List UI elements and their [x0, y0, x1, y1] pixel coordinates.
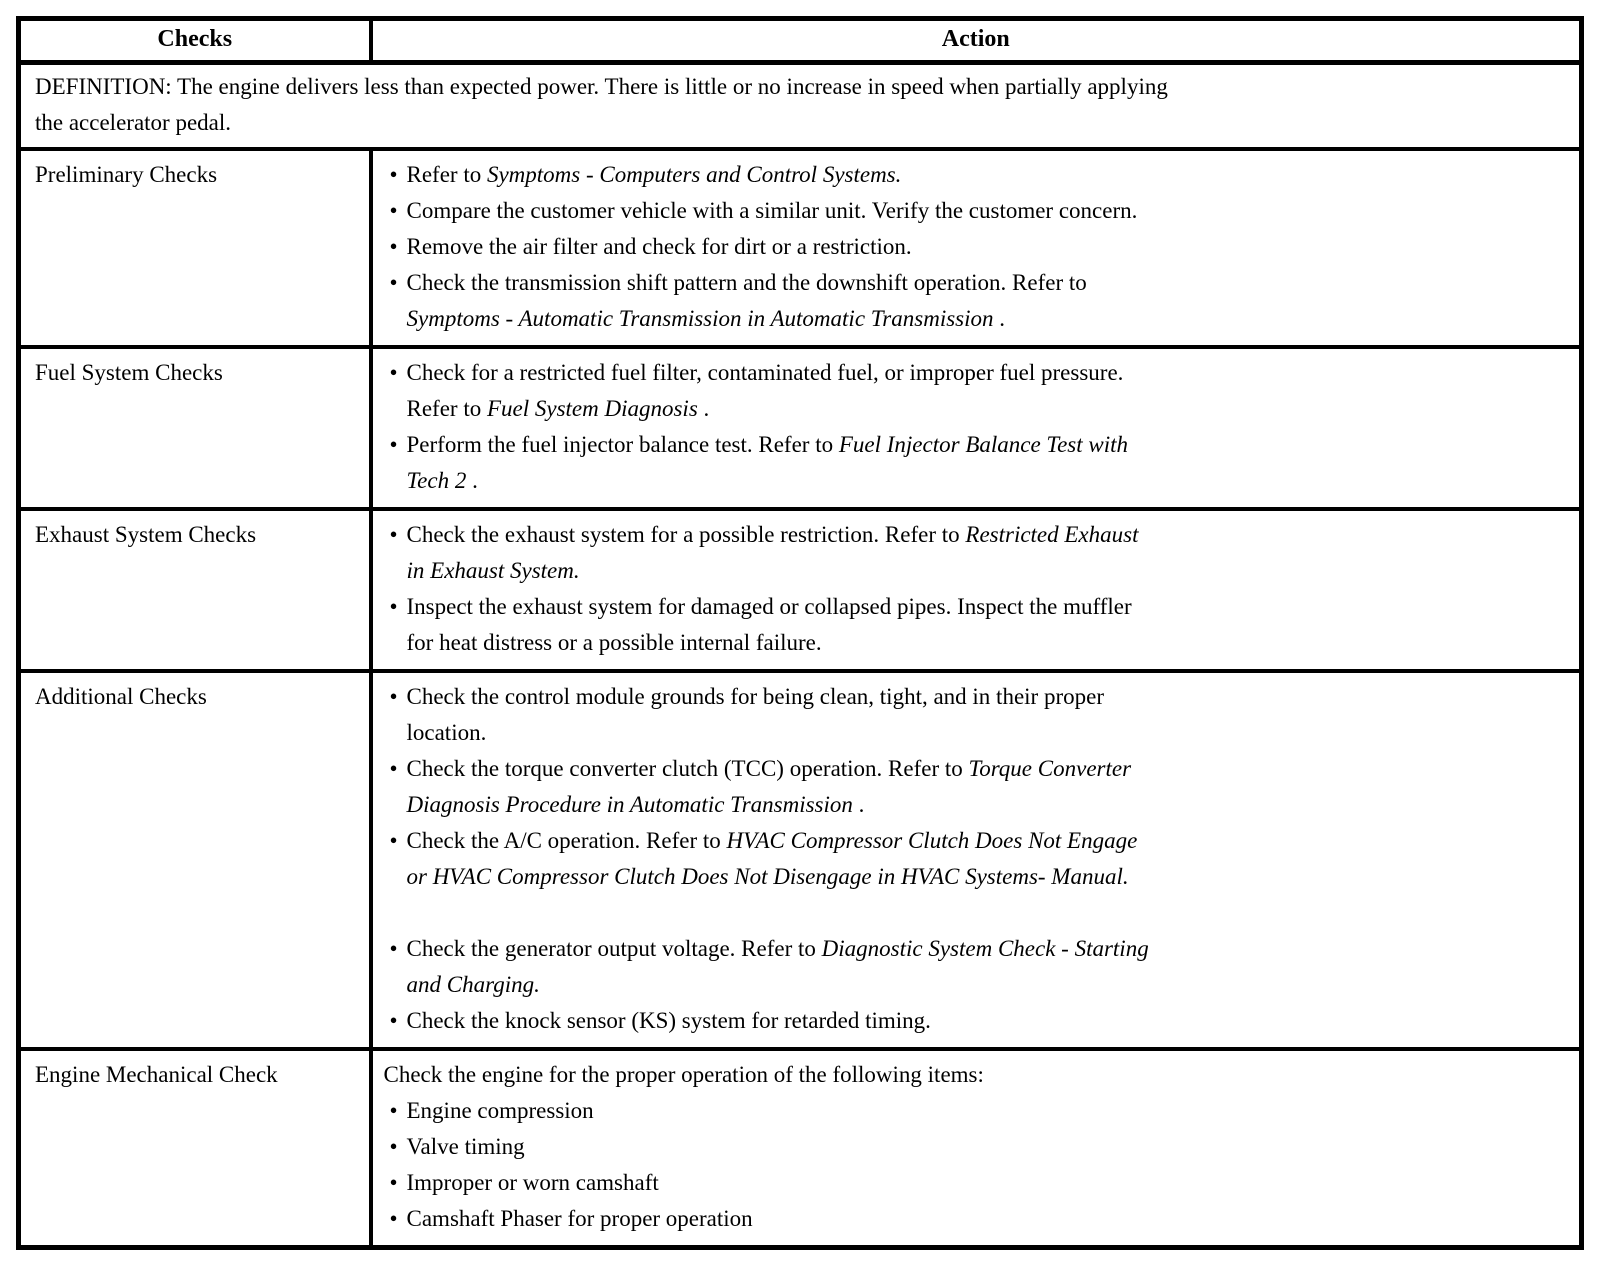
action-item: Refer to Symptoms - Computers and Contro… — [390, 157, 1568, 193]
text-segment: Check for a restricted fuel filter, cont… — [406, 360, 1124, 385]
action-item: Engine compression — [390, 1093, 1568, 1129]
action-list: Engine compression Valve timing Improper o… — [375, 1093, 1568, 1237]
action-column-header: Action — [368, 16, 1584, 65]
text-segment: Check the control module grounds for bei… — [406, 684, 1104, 709]
italic-text-segment: Tech 2 — [406, 468, 467, 493]
table-row: Exhaust System Checks Check the exhaust s… — [16, 507, 1584, 673]
text-segment: . — [993, 306, 1005, 331]
action-item: Valve timing — [390, 1129, 1568, 1165]
action-item: Check the A/C operation. Refer to HVAC C… — [390, 823, 1568, 895]
text-segment: . — [697, 396, 710, 421]
italic-text-segment: Torque Converter — [968, 756, 1132, 781]
action-item: Check the torque converter clutch (TCC) … — [390, 751, 1568, 823]
action-item: Compare the customer vehicle with a simi… — [390, 193, 1568, 229]
italic-text-segment: in Exhaust System. — [406, 558, 580, 583]
check-cell: Additional Checks — [16, 669, 373, 1051]
text-segment: Check the knock sensor (KS) system for r… — [406, 1008, 931, 1033]
italic-text-segment: and Charging. — [406, 972, 540, 997]
text-segment: Refer to — [406, 396, 487, 421]
action-cell: Check the exhaust system for a possible … — [368, 507, 1584, 673]
action-item: Check for a restricted fuel filter, cont… — [390, 355, 1568, 427]
italic-text-segment: HVAC Compressor Clutch Does Not Engage — [726, 828, 1138, 853]
action-cell: Check for a restricted fuel filter, cont… — [368, 345, 1584, 511]
action-item: Improper or worn camshaft — [390, 1165, 1568, 1201]
action-list: Refer to Symptoms - Computers and Contro… — [375, 157, 1568, 337]
text-segment: Check the generator output voltage. Refe… — [406, 936, 822, 961]
action-item: Check the exhaust system for a possible … — [390, 517, 1568, 589]
action-item: Check the control module grounds for bei… — [390, 679, 1568, 751]
definition-row: DEFINITION: The engine delivers less tha… — [16, 60, 1584, 151]
action-item: Check the generator output voltage. Refe… — [390, 931, 1568, 1003]
text-segment: Refer to — [406, 162, 487, 187]
action-item: Check the transmission shift pattern and… — [390, 265, 1568, 337]
action-list: Check for a restricted fuel filter, cont… — [375, 355, 1568, 499]
check-cell: Fuel System Checks — [16, 345, 373, 511]
table-row: Engine Mechanical Check Check the engine … — [16, 1047, 1584, 1250]
text-segment: Valve timing — [406, 1134, 525, 1159]
text-segment: Inspect the exhaust system for damaged o… — [406, 594, 1132, 619]
text-segment: for heat distress or a possible internal… — [406, 630, 822, 655]
action-cell: Check the engine for the proper operatio… — [368, 1047, 1584, 1250]
action-cell: Check the control module grounds for bei… — [368, 669, 1584, 1051]
text-segment: Compare the customer vehicle with a simi… — [406, 198, 1138, 223]
table-row: Additional Checks Check the control modul… — [16, 669, 1584, 1051]
definition-cell: DEFINITION: The engine delivers less tha… — [16, 60, 1584, 151]
table-row: Fuel System Checks Check for a restricted… — [16, 345, 1584, 511]
action-intro: Check the engine for the proper operatio… — [383, 1062, 984, 1087]
italic-text-segment: Fuel System Diagnosis — [486, 396, 698, 421]
text-segment: Check the torque converter clutch (TCC) … — [406, 756, 969, 781]
text-segment: location. — [406, 720, 487, 745]
action-item: Perform the fuel injector balance test. … — [390, 427, 1568, 499]
text-segment: Improper or worn camshaft — [406, 1170, 659, 1195]
header-row: Checks Action — [16, 16, 1584, 65]
action-cell: Refer to Symptoms - Computers and Contro… — [368, 147, 1584, 349]
checks-column-header: Checks — [16, 16, 373, 65]
italic-text-segment: Diagnostic System Check - Starting — [821, 936, 1149, 961]
definition-line-2: the accelerator pedal. — [35, 110, 232, 135]
action-item: Camshaft Phaser for proper operation — [390, 1201, 1568, 1237]
italic-text-segment: Symptoms - Automatic Transmission in Aut… — [406, 306, 994, 331]
italic-text-segment: Diagnosis Procedure in Automatic Transmi… — [406, 792, 853, 817]
check-cell: Exhaust System Checks — [16, 507, 373, 673]
text-segment: Camshaft Phaser for proper operation — [406, 1206, 753, 1231]
check-cell: Preliminary Checks — [16, 147, 373, 349]
text-segment: Check the exhaust system for a possible … — [406, 522, 966, 547]
action-item: Inspect the exhaust system for damaged o… — [390, 589, 1568, 661]
text-segment: Check the transmission shift pattern and… — [406, 270, 1087, 295]
italic-text-segment: or HVAC Compressor Clutch Does Not Disen… — [406, 864, 1129, 889]
italic-text-segment: Fuel Injector Balance Test with — [838, 432, 1129, 457]
action-item: Check the knock sensor (KS) system for r… — [390, 1003, 1568, 1039]
text-segment: Check the A/C operation. Refer to — [406, 828, 727, 853]
text-segment: Perform the fuel injector balance test. … — [406, 432, 839, 457]
italic-text-segment: Restricted Exhaust — [965, 522, 1139, 547]
italic-text-segment: Symptoms - Computers and Control Systems… — [486, 162, 902, 187]
text-segment: . — [466, 468, 478, 493]
action-list: Check the control module grounds for bei… — [375, 679, 1568, 1039]
definition-line-1: DEFINITION: The engine delivers less tha… — [35, 74, 1168, 99]
table-row: Preliminary Checks Refer to Symptoms - Co… — [16, 147, 1584, 349]
text-segment: . — [852, 792, 865, 817]
diagnostic-table: Checks Action DEFINITION: The engine del… — [16, 16, 1584, 1250]
text-segment: Engine compression — [406, 1098, 594, 1123]
text-segment: Remove the air filter and check for dirt… — [406, 234, 912, 259]
action-item: Remove the air filter and check for dirt… — [390, 229, 1568, 265]
action-list: Check the exhaust system for a possible … — [375, 517, 1568, 661]
check-cell: Engine Mechanical Check — [16, 1047, 373, 1250]
